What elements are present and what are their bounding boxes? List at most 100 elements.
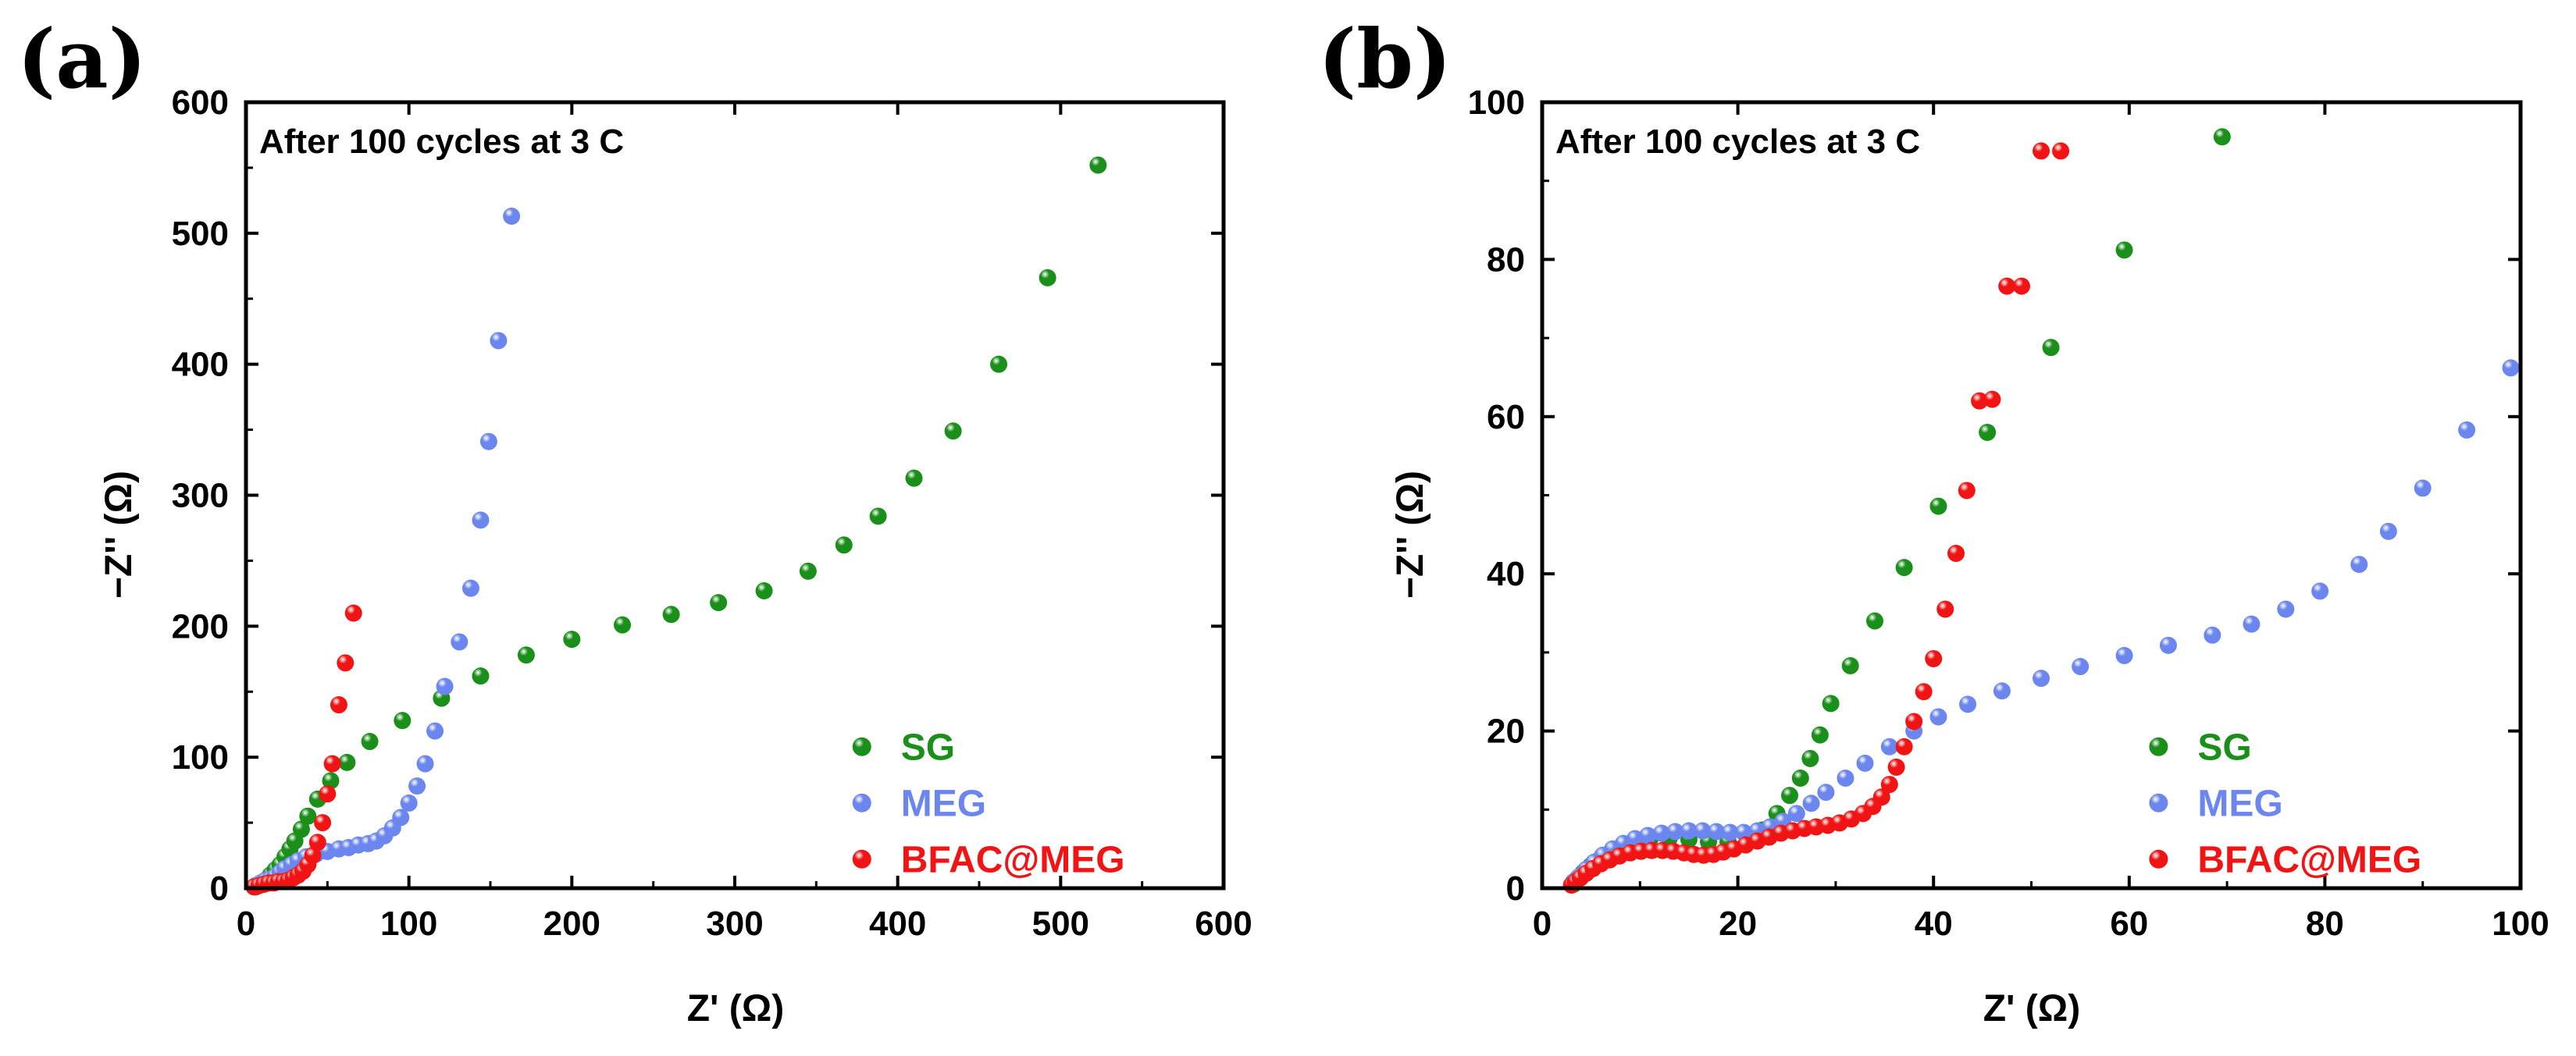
point-meg-b — [1856, 754, 1874, 772]
legend-marker-sg — [2149, 737, 2168, 756]
point-meg-b — [2243, 615, 2261, 633]
y-axis-label-a: −Z'' (Ω) — [98, 471, 140, 599]
point-sg-b — [2213, 128, 2231, 146]
point-sg-a — [662, 606, 680, 624]
point-sg-b — [1801, 749, 1819, 767]
point-sg-a — [869, 507, 887, 525]
point-meg-b — [2350, 556, 2368, 574]
point-meg-b — [1880, 738, 1898, 756]
point-bfac-meg-b — [1983, 390, 2001, 408]
point-bfac-meg-b — [2052, 142, 2070, 160]
y-tick-label-a: 600 — [172, 84, 229, 122]
point-bfac-meg-a — [344, 604, 362, 622]
point-meg-b — [2115, 646, 2133, 664]
point-meg-a — [426, 722, 444, 740]
point-sg-a — [1039, 268, 1056, 286]
point-bfac-meg-a — [330, 696, 347, 714]
point-sg-b — [2042, 339, 2060, 357]
point-sg-b — [1822, 695, 1840, 713]
legend-label-meg: MEG — [2197, 784, 2282, 825]
annotation-b: After 100 cycles at 3 C — [1555, 123, 1920, 161]
y-tick-label-b: 60 — [1487, 398, 1525, 436]
point-meg-a — [479, 432, 497, 450]
point-bfac-meg-b — [1880, 776, 1898, 794]
point-sg-b — [2115, 241, 2133, 259]
y-axis-label-b: −Z'' (Ω) — [1390, 471, 1431, 599]
point-bfac-meg-b — [1958, 482, 1976, 500]
point-sg-a — [755, 582, 773, 600]
legend-label-sg: SG — [901, 727, 955, 769]
point-sg-b — [1866, 612, 1884, 630]
point-meg-a — [436, 677, 454, 695]
point-bfac-meg-b — [2033, 142, 2050, 160]
y-tick-label-a: 0 — [210, 869, 229, 908]
point-sg-b — [1895, 559, 1913, 577]
point-sg-b — [1929, 497, 1947, 515]
point-bfac-meg-a — [314, 814, 332, 832]
point-meg-b — [2311, 582, 2329, 600]
points-layer-b — [1562, 128, 2520, 894]
point-sg-a — [322, 772, 340, 790]
point-bfac-meg-b — [1872, 788, 1890, 806]
y-tick-label-a: 100 — [172, 738, 229, 777]
point-sg-a — [394, 712, 412, 730]
point-meg-b — [1639, 827, 1657, 844]
tick-layer-b: 0 20 40 60 80 100 0 20 40 60 80 100 — [1468, 84, 2549, 943]
panel-label-a: (a) — [17, 11, 147, 107]
point-bfac-meg-b — [2012, 277, 2030, 295]
x-tick-label-b: 80 — [2306, 905, 2344, 943]
point-sg-a — [799, 562, 817, 580]
point-sg-b — [1811, 726, 1829, 744]
point-meg-b — [2277, 600, 2295, 618]
point-sg-b — [1979, 423, 1997, 441]
plot-frame-a — [244, 100, 1226, 891]
point-meg-b — [1787, 805, 1805, 823]
point-bfac-meg-b — [1998, 277, 2016, 295]
point-bfac-meg-b — [1925, 649, 1943, 667]
legend-marker-meg — [2149, 793, 2168, 812]
legend-marker-sg — [852, 737, 871, 756]
point-sg-a — [472, 667, 490, 685]
point-meg-b — [1993, 682, 2011, 700]
point-sg-a — [563, 631, 581, 649]
point-meg-a — [408, 777, 426, 795]
point-meg-b — [2033, 670, 2050, 688]
x-tick-label-a: 300 — [706, 905, 763, 943]
point-meg-a — [461, 579, 479, 597]
point-sg-a — [361, 733, 379, 751]
point-meg-b — [1694, 822, 1712, 840]
point-sg-b — [1781, 787, 1799, 805]
legend-label-sg: SG — [2197, 727, 2251, 769]
point-meg-a — [451, 633, 469, 651]
point-meg-b — [1929, 708, 1947, 726]
point-meg-b — [1837, 770, 1855, 788]
y-tick-label-a: 200 — [172, 607, 229, 645]
point-meg-a — [392, 809, 410, 827]
point-bfac-meg-b — [1887, 758, 1905, 776]
x-tick-label-b: 60 — [2110, 905, 2148, 943]
point-meg-b — [2379, 522, 2397, 540]
points-layer-a — [245, 156, 1107, 896]
point-sg-a — [990, 355, 1008, 373]
point-sg-a — [835, 536, 853, 554]
point-meg-a — [472, 511, 490, 529]
point-meg-b — [1721, 823, 1739, 841]
point-bfac-meg-a — [337, 654, 355, 672]
x-tick-label-b: 20 — [1719, 905, 1757, 943]
legend-marker-bfac-meg — [852, 849, 871, 869]
point-meg-b — [2204, 626, 2221, 644]
point-bfac-meg-b — [1971, 392, 1989, 410]
x-tick-label-a: 100 — [380, 905, 437, 943]
point-meg-b — [1680, 822, 1698, 840]
y-tick-label-a: 400 — [172, 346, 229, 384]
point-bfac-meg-b — [1947, 545, 1965, 563]
point-meg-b — [1666, 823, 1684, 841]
point-sg-a — [710, 594, 728, 612]
y-tick-label-b: 0 — [1506, 869, 1525, 908]
y-tick-label-a: 300 — [172, 477, 229, 515]
point-sg-a — [1089, 156, 1107, 174]
point-sg-a — [944, 422, 962, 440]
legend-label-meg: MEG — [901, 784, 986, 825]
legend-label-bfac-meg: BFAC@MEG — [901, 840, 1125, 881]
x-tick-label-a: 0 — [237, 905, 255, 943]
